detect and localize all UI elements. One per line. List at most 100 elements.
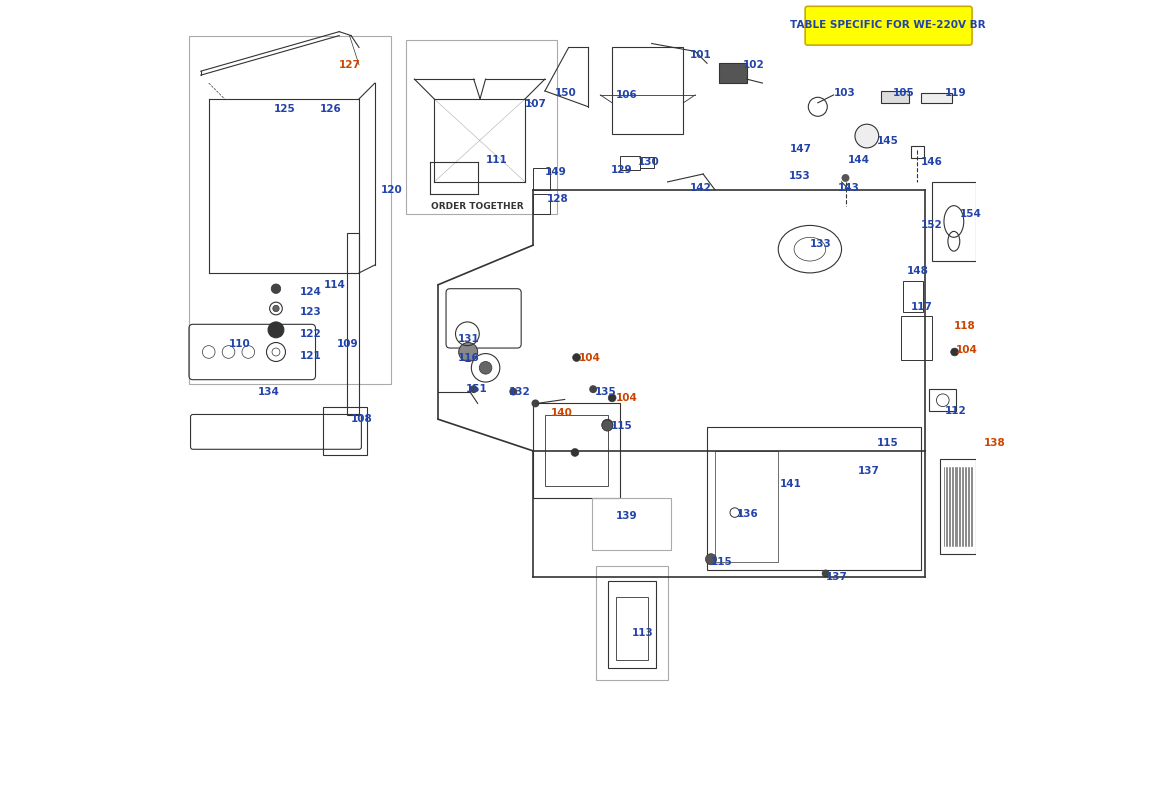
Bar xyxy=(612,47,684,134)
Circle shape xyxy=(822,570,830,577)
Circle shape xyxy=(951,348,959,356)
Text: 103: 103 xyxy=(834,89,856,98)
Circle shape xyxy=(601,419,613,430)
Text: 125: 125 xyxy=(274,104,295,114)
Circle shape xyxy=(272,284,281,293)
Bar xyxy=(545,415,608,486)
Text: 104: 104 xyxy=(579,353,600,362)
Bar xyxy=(592,498,671,550)
Text: 115: 115 xyxy=(711,557,733,566)
Circle shape xyxy=(268,322,284,338)
Bar xyxy=(932,182,976,261)
Text: 101: 101 xyxy=(690,51,712,60)
Text: 139: 139 xyxy=(616,511,637,520)
Bar xyxy=(616,597,648,660)
Bar xyxy=(620,156,640,170)
Bar xyxy=(715,451,778,562)
Bar xyxy=(719,63,747,83)
Text: ORDER TOGETHER: ORDER TOGETHER xyxy=(432,202,524,210)
Text: 110: 110 xyxy=(229,339,251,349)
Text: 123: 123 xyxy=(300,307,322,316)
Text: 105: 105 xyxy=(893,89,915,98)
Text: 122: 122 xyxy=(300,329,322,339)
Circle shape xyxy=(571,448,579,456)
Text: 154: 154 xyxy=(960,209,982,218)
Text: 119: 119 xyxy=(944,89,966,98)
Text: 121: 121 xyxy=(300,351,322,361)
Text: 126: 126 xyxy=(319,104,341,114)
Text: 131: 131 xyxy=(457,334,479,343)
Text: 133: 133 xyxy=(810,239,831,248)
Text: 135: 135 xyxy=(594,387,616,396)
Bar xyxy=(189,36,390,384)
Text: 132: 132 xyxy=(510,387,531,396)
Circle shape xyxy=(532,399,540,407)
Text: 138: 138 xyxy=(983,438,1005,448)
Bar xyxy=(911,146,924,158)
Circle shape xyxy=(479,361,492,374)
Text: 128: 128 xyxy=(547,195,569,204)
Circle shape xyxy=(854,124,879,148)
Bar xyxy=(406,40,557,214)
Text: 147: 147 xyxy=(791,144,812,153)
Bar xyxy=(347,233,359,415)
Circle shape xyxy=(572,354,580,361)
Bar xyxy=(940,459,976,554)
Circle shape xyxy=(842,174,850,182)
Circle shape xyxy=(589,385,597,393)
Text: 112: 112 xyxy=(944,407,966,416)
Text: 109: 109 xyxy=(337,339,359,349)
Text: 127: 127 xyxy=(339,60,361,70)
Text: 120: 120 xyxy=(381,185,402,195)
Text: 137: 137 xyxy=(825,573,848,582)
Text: 104: 104 xyxy=(616,393,639,403)
Bar xyxy=(881,91,909,103)
Text: 114: 114 xyxy=(324,280,345,290)
Text: 148: 148 xyxy=(907,266,929,275)
Text: 153: 153 xyxy=(788,171,810,180)
Text: 117: 117 xyxy=(911,302,933,312)
Text: 142: 142 xyxy=(690,184,712,193)
Circle shape xyxy=(706,554,716,565)
Circle shape xyxy=(459,343,477,361)
Bar xyxy=(921,93,952,103)
Text: 146: 146 xyxy=(921,157,943,167)
Text: 141: 141 xyxy=(780,479,802,489)
Text: 140: 140 xyxy=(550,408,572,418)
Bar xyxy=(533,168,550,190)
Text: 134: 134 xyxy=(258,387,280,396)
Text: 130: 130 xyxy=(637,157,659,167)
Circle shape xyxy=(608,394,616,402)
Bar xyxy=(597,566,668,680)
FancyBboxPatch shape xyxy=(805,6,972,45)
Text: 136: 136 xyxy=(737,509,759,519)
Text: 118: 118 xyxy=(954,321,975,331)
Bar xyxy=(608,581,656,668)
Text: 115: 115 xyxy=(877,438,899,448)
Bar xyxy=(533,403,620,498)
Text: 151: 151 xyxy=(466,384,488,394)
Bar xyxy=(533,194,550,214)
Text: 107: 107 xyxy=(525,100,547,109)
Text: 129: 129 xyxy=(611,165,633,175)
Circle shape xyxy=(470,385,477,393)
Bar xyxy=(929,389,957,411)
Text: TABLE SPECIFIC FOR WE-220V BR: TABLE SPECIFIC FOR WE-220V BR xyxy=(791,21,986,30)
Circle shape xyxy=(273,305,279,312)
Text: 115: 115 xyxy=(611,421,633,430)
Text: 137: 137 xyxy=(857,466,879,475)
Text: 102: 102 xyxy=(743,60,764,70)
Text: 113: 113 xyxy=(632,628,654,638)
Text: 116: 116 xyxy=(457,353,479,362)
Bar xyxy=(903,281,923,312)
Text: 106: 106 xyxy=(616,90,637,100)
Text: 149: 149 xyxy=(545,168,567,177)
Text: 145: 145 xyxy=(877,136,899,146)
Text: 143: 143 xyxy=(837,184,859,193)
Text: 108: 108 xyxy=(351,414,373,424)
Text: 124: 124 xyxy=(300,287,322,297)
Text: 144: 144 xyxy=(848,155,870,165)
Bar xyxy=(324,407,367,455)
Bar xyxy=(707,427,921,570)
Bar xyxy=(901,316,932,360)
